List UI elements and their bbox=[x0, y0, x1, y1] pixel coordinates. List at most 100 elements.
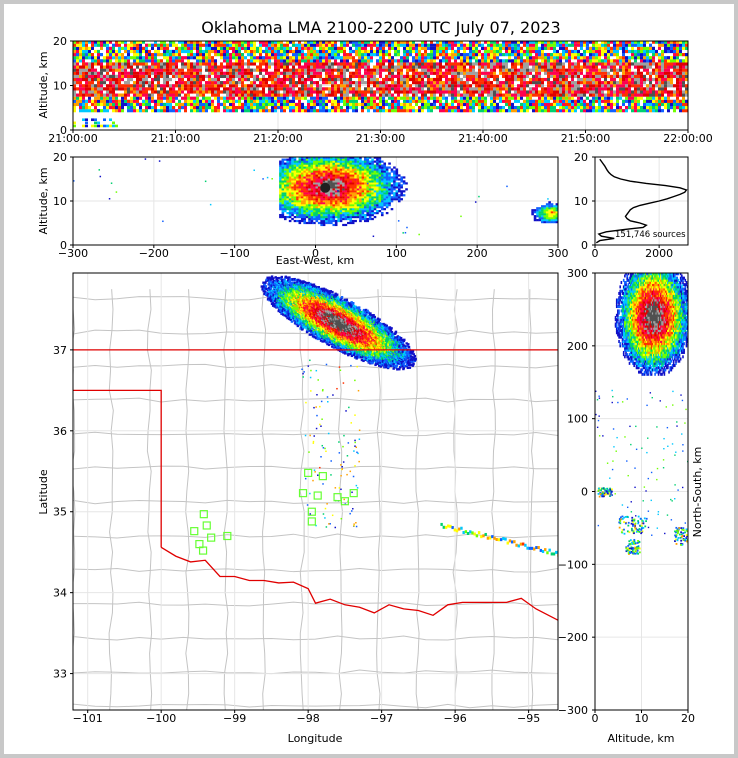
density-cell bbox=[316, 109, 319, 113]
density-cell bbox=[118, 46, 121, 50]
density-cell bbox=[556, 41, 559, 44]
density-cell bbox=[205, 62, 208, 66]
density-cell bbox=[133, 56, 136, 60]
density-cell bbox=[382, 43, 385, 47]
density-cell bbox=[317, 196, 321, 199]
density-cell bbox=[490, 62, 493, 66]
density-cell bbox=[106, 90, 109, 94]
density-cell bbox=[493, 90, 496, 94]
density-cell bbox=[559, 62, 562, 66]
density-cell bbox=[151, 77, 154, 82]
density-cell bbox=[661, 99, 664, 103]
density-cell bbox=[332, 178, 336, 181]
density-cell bbox=[592, 68, 595, 72]
density-cell bbox=[301, 84, 304, 88]
density-cell bbox=[281, 202, 285, 205]
density-cell bbox=[118, 53, 121, 57]
density-cell bbox=[565, 99, 568, 103]
density-cell bbox=[520, 105, 523, 110]
density-cell bbox=[520, 65, 523, 69]
density-cell bbox=[133, 96, 136, 100]
density-cell bbox=[226, 109, 229, 113]
density-cell bbox=[160, 65, 163, 69]
density-cell bbox=[281, 182, 285, 185]
density-cell bbox=[238, 90, 241, 94]
density-cell bbox=[571, 102, 574, 107]
density-cell bbox=[109, 56, 112, 60]
density-cell bbox=[460, 59, 463, 63]
density-cell bbox=[100, 124, 103, 128]
density-cell bbox=[291, 192, 294, 195]
density-cell bbox=[259, 105, 262, 110]
density-cell bbox=[367, 99, 370, 103]
density-cell bbox=[559, 74, 562, 79]
density-cell bbox=[94, 93, 97, 97]
density-cell bbox=[565, 81, 568, 85]
density-cell bbox=[208, 71, 211, 75]
density-cell bbox=[586, 71, 589, 75]
density-cell bbox=[205, 96, 208, 100]
density-cell bbox=[232, 49, 235, 54]
density-cell bbox=[322, 43, 325, 47]
density-cell bbox=[622, 87, 625, 91]
density-cell bbox=[316, 53, 319, 57]
density-cell bbox=[139, 46, 142, 50]
density-cell bbox=[634, 109, 637, 113]
density-cell bbox=[238, 43, 241, 47]
density-cell bbox=[544, 65, 547, 69]
density-cell bbox=[640, 81, 643, 85]
density-cell bbox=[559, 96, 562, 100]
density-cell bbox=[334, 221, 338, 225]
density-cell bbox=[586, 90, 589, 94]
density-cell bbox=[451, 105, 454, 110]
density-cell bbox=[303, 213, 306, 217]
density-cell bbox=[330, 160, 333, 163]
density-cell bbox=[94, 124, 97, 128]
density-cell bbox=[409, 74, 412, 79]
density-cell bbox=[310, 168, 314, 171]
density-cell bbox=[271, 109, 274, 113]
density-cell bbox=[478, 62, 481, 66]
density-cell bbox=[286, 93, 289, 97]
density-cell bbox=[559, 53, 562, 57]
density-cell bbox=[291, 166, 294, 169]
density-cell bbox=[303, 204, 306, 207]
density-cell bbox=[283, 196, 287, 199]
density-cell bbox=[556, 49, 559, 54]
density-cell bbox=[523, 74, 526, 79]
density-cell bbox=[229, 77, 232, 82]
density-cell bbox=[391, 59, 394, 63]
density-cell bbox=[300, 210, 304, 213]
density-cell bbox=[553, 81, 556, 85]
density-cell bbox=[73, 43, 76, 47]
density-cell bbox=[163, 93, 166, 97]
density-cell bbox=[640, 105, 643, 110]
density-cell bbox=[106, 65, 109, 69]
density-cell bbox=[685, 43, 688, 47]
density-cell bbox=[505, 99, 508, 103]
density-cell bbox=[352, 65, 355, 69]
density-cell bbox=[508, 102, 511, 107]
density-cell bbox=[580, 87, 583, 91]
density-cell bbox=[223, 49, 226, 54]
density-cell bbox=[130, 46, 133, 50]
density-cell bbox=[496, 53, 499, 57]
density-cell bbox=[76, 46, 79, 50]
density-cell bbox=[289, 41, 292, 44]
density-cell bbox=[316, 93, 319, 97]
density-cell bbox=[586, 74, 589, 79]
density-cell bbox=[286, 90, 289, 94]
density-cell bbox=[481, 109, 484, 113]
density-cell bbox=[307, 41, 310, 44]
density-cell bbox=[523, 102, 526, 107]
density-cell bbox=[352, 87, 355, 91]
density-cell bbox=[502, 46, 505, 50]
density-cell bbox=[598, 49, 601, 54]
density-cell bbox=[448, 43, 451, 47]
density-cell bbox=[322, 62, 325, 66]
density-cell bbox=[301, 96, 304, 100]
density-cell bbox=[166, 74, 169, 79]
density-cell bbox=[685, 56, 688, 60]
density-cell bbox=[127, 74, 130, 79]
density-cell bbox=[238, 49, 241, 54]
